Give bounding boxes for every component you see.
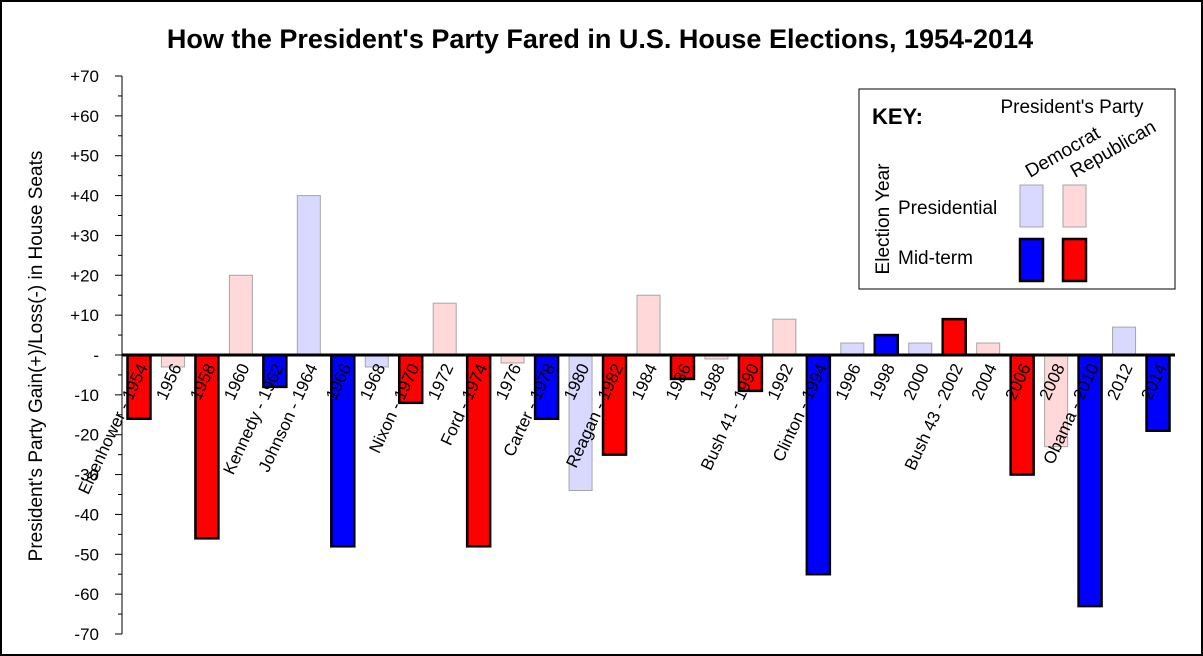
category-label: 1998 (866, 361, 899, 403)
y-tick-label: -20 (74, 426, 99, 445)
bar-1996 (840, 342, 865, 356)
y-tick-label: +50 (70, 147, 99, 166)
legend-swatch-democrat-presidential (1019, 184, 1044, 228)
category-label: 1986 (662, 361, 695, 403)
category-label: 2004 (968, 361, 1001, 403)
legend-swatch-republican-midterm (1061, 237, 1088, 283)
bar-1984 (636, 294, 661, 356)
category-label: 2012 (1103, 361, 1136, 403)
bar-2012 (1112, 326, 1137, 356)
y-axis-label: President's Party Gain(+)/Loss(-) in Hou… (26, 151, 47, 562)
bar-1998 (873, 333, 900, 357)
chart-title: How the President's Party Fared in U.S. … (167, 24, 1033, 54)
bar-1960 (228, 274, 253, 356)
category-label: 1972 (424, 361, 457, 403)
y-tick-label: -60 (74, 585, 99, 604)
legend-header: President's Party (1000, 97, 1144, 118)
legend-swatch-democrat-midterm (1018, 237, 1045, 283)
category-label: 1988 (696, 361, 729, 403)
y-tick-label: -10 (74, 386, 99, 405)
y-axis: +70 +60 +50 +40 +30 +20 +10 - -10 -20 -30 -40 -50 -60… (70, 67, 123, 644)
legend-key-label: KEY: (872, 104, 923, 129)
bar-1972 (432, 302, 457, 356)
y-tick-label: -30 (74, 466, 99, 485)
legend-election-year-label: Election Year (873, 163, 894, 275)
bar-1992 (772, 318, 797, 356)
bar-bush-43-2002 (941, 317, 967, 357)
y-tick-label: +40 (70, 187, 99, 206)
legend: KEY: President's Party Democrat Republic… (858, 88, 1176, 290)
y-tick-label: -70 (74, 625, 99, 644)
y-tick-label: -50 (74, 545, 99, 564)
category-label: 1984 (628, 361, 661, 403)
y-tick-label: +20 (70, 266, 99, 285)
y-tick-label: +30 (70, 226, 99, 245)
y-tick-label: -40 (74, 505, 99, 524)
legend-swatch-republican-presidential (1062, 184, 1087, 228)
bar-2004 (976, 342, 1001, 356)
category-label: 1976 (492, 361, 525, 403)
category-label: 1992 (764, 361, 797, 403)
y-tick-label: +70 (70, 67, 99, 86)
category-label: 1996 (832, 361, 865, 403)
bar-2000 (908, 342, 933, 356)
category-label: 2000 (900, 361, 933, 403)
y-tick-label: +10 (70, 306, 99, 325)
category-label: 1960 (220, 361, 253, 403)
legend-box (858, 88, 1176, 290)
y-tick-label: +60 (70, 107, 99, 126)
legend-midterm-label: Mid-term (898, 248, 973, 269)
category-label: 1968 (356, 361, 389, 403)
bar-johnson-1964 (296, 195, 321, 356)
y-tick-label: - (93, 346, 99, 365)
category-label: 1956 (152, 361, 185, 403)
legend-presidential-label: Presidential (898, 198, 997, 219)
